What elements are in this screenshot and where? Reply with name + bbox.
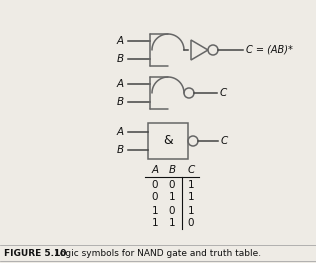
Text: C: C xyxy=(220,88,227,98)
Text: B: B xyxy=(117,54,124,64)
Text: 0: 0 xyxy=(152,193,158,203)
Text: 1: 1 xyxy=(152,205,158,215)
Text: 0: 0 xyxy=(152,180,158,190)
Text: 1: 1 xyxy=(188,193,194,203)
Text: 0: 0 xyxy=(188,219,194,229)
Text: C = (AB)*: C = (AB)* xyxy=(246,45,293,55)
Text: A: A xyxy=(117,36,124,46)
Text: 1: 1 xyxy=(152,219,158,229)
Text: B: B xyxy=(117,145,124,155)
Text: 1: 1 xyxy=(169,219,175,229)
Text: A: A xyxy=(117,127,124,137)
Text: C: C xyxy=(187,165,195,175)
Text: 0: 0 xyxy=(169,205,175,215)
Text: A: A xyxy=(117,79,124,89)
Text: Logic symbols for NAND gate and truth table.: Logic symbols for NAND gate and truth ta… xyxy=(55,249,261,257)
Text: B: B xyxy=(117,97,124,107)
Text: 0: 0 xyxy=(169,180,175,190)
Text: &: & xyxy=(163,134,173,148)
Text: 1: 1 xyxy=(188,180,194,190)
Text: FIGURE 5.10: FIGURE 5.10 xyxy=(4,249,66,257)
Text: B: B xyxy=(168,165,176,175)
Text: 1: 1 xyxy=(188,205,194,215)
Text: C: C xyxy=(221,136,228,146)
Text: A: A xyxy=(151,165,159,175)
Text: 1: 1 xyxy=(169,193,175,203)
Bar xyxy=(148,123,188,159)
